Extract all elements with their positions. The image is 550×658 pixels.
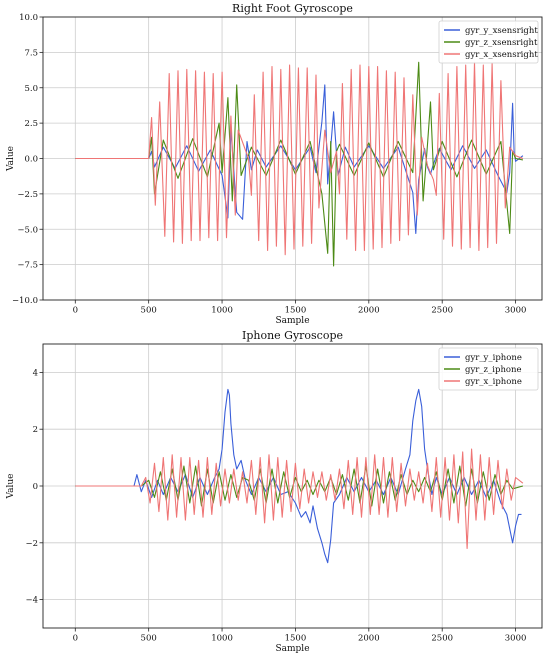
y-tick-label: −4 xyxy=(25,596,38,606)
y-tick-label: −2 xyxy=(25,539,38,549)
x-tick-label: 3000 xyxy=(505,634,527,644)
y-tick-label: 0.0 xyxy=(24,155,38,165)
y-tick-label: 5.0 xyxy=(24,84,38,94)
series-line-gyr_y_iphone xyxy=(75,388,522,564)
chart-iphone-gyroscope: 0 500 1000 1500 2000 2500 3000 −4 −2 0 2 4 Iphone Gy… xyxy=(6,329,543,654)
y-tick-label: −7.5 xyxy=(17,261,38,271)
x-tick-label: 500 xyxy=(141,306,157,316)
x-tick-label: 2500 xyxy=(431,634,453,644)
legend-entry: gyr_x_xsensright xyxy=(465,50,538,60)
x-tick-label: 500 xyxy=(141,634,157,644)
legend: gyr_y_xsensright gyr_z_xsensright gyr_x_xs… xyxy=(438,20,539,64)
series-group xyxy=(75,388,524,564)
legend-entry: gyr_z_iphone xyxy=(465,365,522,375)
legend-entry: gyr_x_iphone xyxy=(465,377,522,387)
y-tick-label: 4 xyxy=(33,368,38,378)
legend-box xyxy=(438,20,539,64)
series-line-gyr_z_iphone xyxy=(75,465,524,507)
x-axis-label: Sample xyxy=(275,644,309,654)
series-line-gyr_x_xsensright xyxy=(75,61,524,256)
legend-entry: gyr_z_xsensright xyxy=(465,38,538,48)
series-group xyxy=(75,61,524,267)
chart-right-foot-gyroscope: 0 500 1000 1500 2000 2500 3000 −10.0 −7.5 −5.0 −2.… xyxy=(6,2,543,326)
x-tick-label: 2000 xyxy=(358,306,380,316)
x-axis-label: Sample xyxy=(275,316,309,326)
x-tick-label: 0 xyxy=(73,634,78,644)
y-tick-label: 2.5 xyxy=(24,119,38,129)
chart-title: Iphone Gyroscope xyxy=(242,329,343,342)
legend-entry: gyr_y_xsensright xyxy=(465,26,538,36)
legend-box xyxy=(438,347,539,391)
y-tick-label: 10.0 xyxy=(19,13,38,23)
x-tick-label: 1500 xyxy=(285,634,307,644)
legend-entry: gyr_y_iphone xyxy=(465,353,522,363)
x-tick-label: 2000 xyxy=(358,634,380,644)
y-tick-label: −10.0 xyxy=(12,296,38,306)
x-tick-label: 1000 xyxy=(211,306,233,316)
series-line-gyr_x_iphone xyxy=(75,448,524,550)
x-tick-label: 1000 xyxy=(211,634,233,644)
x-tick-label: 3000 xyxy=(505,306,527,316)
y-axis-label: Value xyxy=(6,473,16,499)
y-tick-label: 7.5 xyxy=(24,48,38,58)
y-tick-label: −2.5 xyxy=(17,190,38,200)
chart-title: Right Foot Gyroscope xyxy=(232,2,353,15)
x-tick-label: 0 xyxy=(73,306,78,316)
y-tick-label: 0 xyxy=(33,482,38,492)
y-tick-label: 2 xyxy=(33,425,38,435)
x-tick-label: 2500 xyxy=(431,306,453,316)
legend: gyr_y_iphone gyr_z_iphone gyr_x_iphone xyxy=(438,347,539,391)
x-tick-label: 1500 xyxy=(285,306,307,316)
y-tick-label: −5.0 xyxy=(17,225,38,235)
y-axis-label: Value xyxy=(6,146,16,172)
